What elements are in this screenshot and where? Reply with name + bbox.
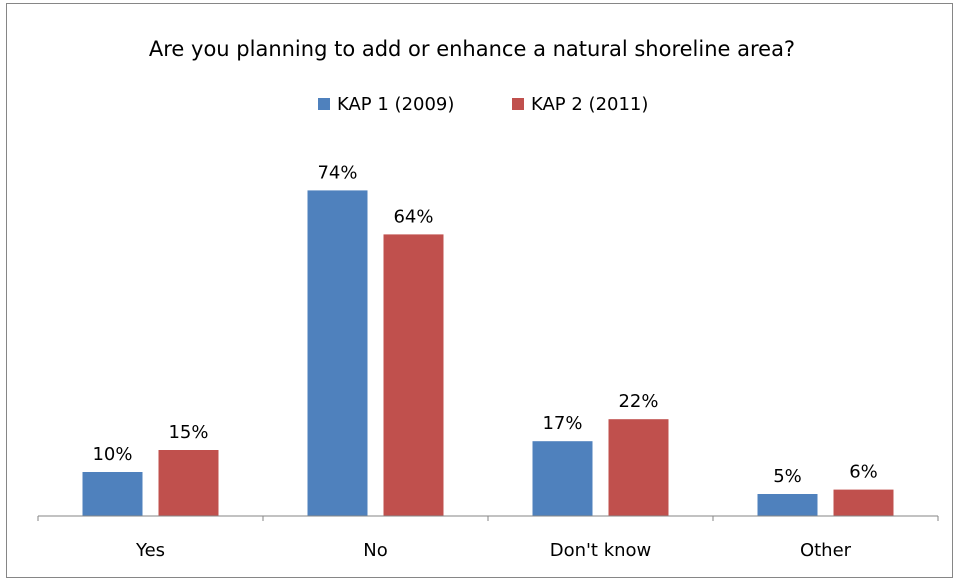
legend-swatch-kap2 [512, 98, 524, 110]
bar-kap1-don-t-know [532, 441, 593, 516]
data-label: 10% [92, 444, 132, 465]
chart-title: Are you planning to add or enhance a nat… [149, 37, 795, 61]
bar-kap2-other [833, 489, 894, 516]
bar-kap2-yes [158, 450, 219, 516]
data-label: 74% [317, 162, 357, 183]
bar-kap2-no [383, 234, 444, 516]
legend-label-kap1: KAP 1 (2009) [337, 94, 454, 115]
bar-kap1-no [307, 190, 368, 516]
data-label: 15% [168, 422, 208, 443]
x-axis-ticks: Yes No Don't know Other [37, 516, 939, 561]
bar-kap1-yes [82, 472, 143, 516]
data-label: 64% [393, 206, 433, 227]
data-label: 17% [542, 413, 582, 434]
x-tick-label: Yes [135, 540, 165, 561]
bar-kap2-don-t-know [608, 419, 669, 516]
x-tick-label: Other [800, 540, 852, 561]
bars-group [82, 190, 894, 516]
data-label: 5% [773, 466, 802, 487]
data-labels-group: 10% 15% 74% 64% 17% 22% 5% 6% [92, 162, 877, 487]
legend-swatch-kap1 [318, 98, 330, 110]
x-tick-label: No [363, 540, 387, 561]
data-label: 22% [618, 391, 658, 412]
bar-kap1-other [757, 494, 818, 516]
data-label: 6% [849, 462, 878, 483]
x-tick-label: Don't know [550, 540, 652, 561]
legend-label-kap2: KAP 2 (2011) [531, 94, 648, 115]
legend: KAP 1 (2009) KAP 2 (2011) [318, 94, 648, 115]
